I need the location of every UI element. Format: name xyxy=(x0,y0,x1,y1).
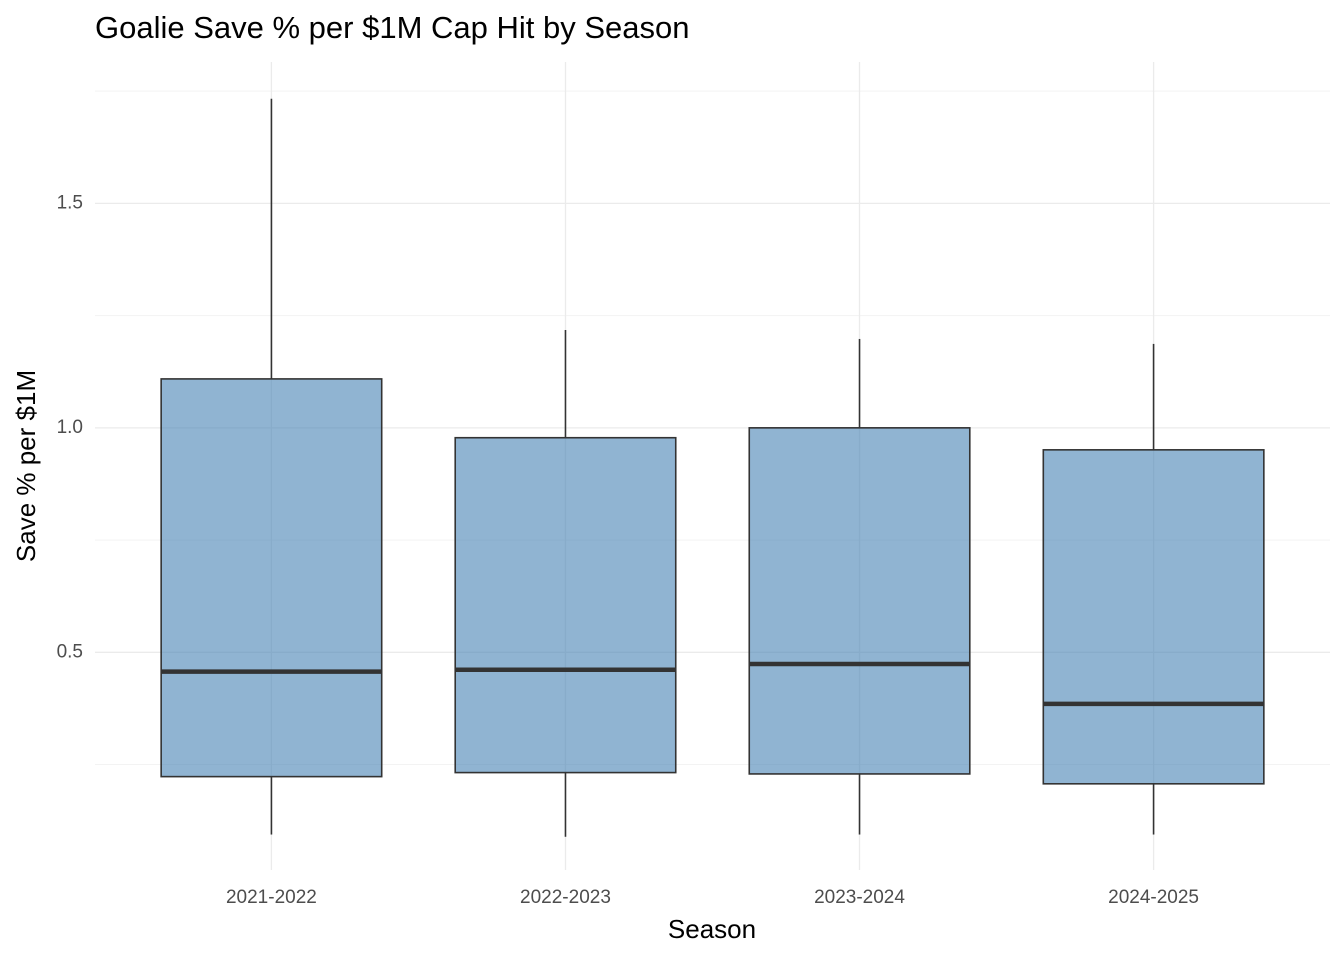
x-tick-label: 2023-2024 xyxy=(814,887,905,908)
x-tick-label: 2021-2022 xyxy=(226,887,317,908)
box xyxy=(748,427,971,775)
chart-title: Goalie Save % per $1M Cap Hit by Season xyxy=(95,10,689,45)
y-tick-label: 1.0 xyxy=(57,417,83,438)
box xyxy=(1042,449,1265,785)
x-tick-label: 2022-2023 xyxy=(520,887,611,908)
y-axis-title: Save % per $1M xyxy=(11,370,41,562)
box xyxy=(160,378,383,778)
y-tick-label: 1.5 xyxy=(57,192,83,213)
x-axis-title: Season xyxy=(668,914,756,944)
y-tick-label: 0.5 xyxy=(57,641,83,662)
box xyxy=(454,436,677,774)
x-tick-label: 2024-2025 xyxy=(1108,887,1199,908)
